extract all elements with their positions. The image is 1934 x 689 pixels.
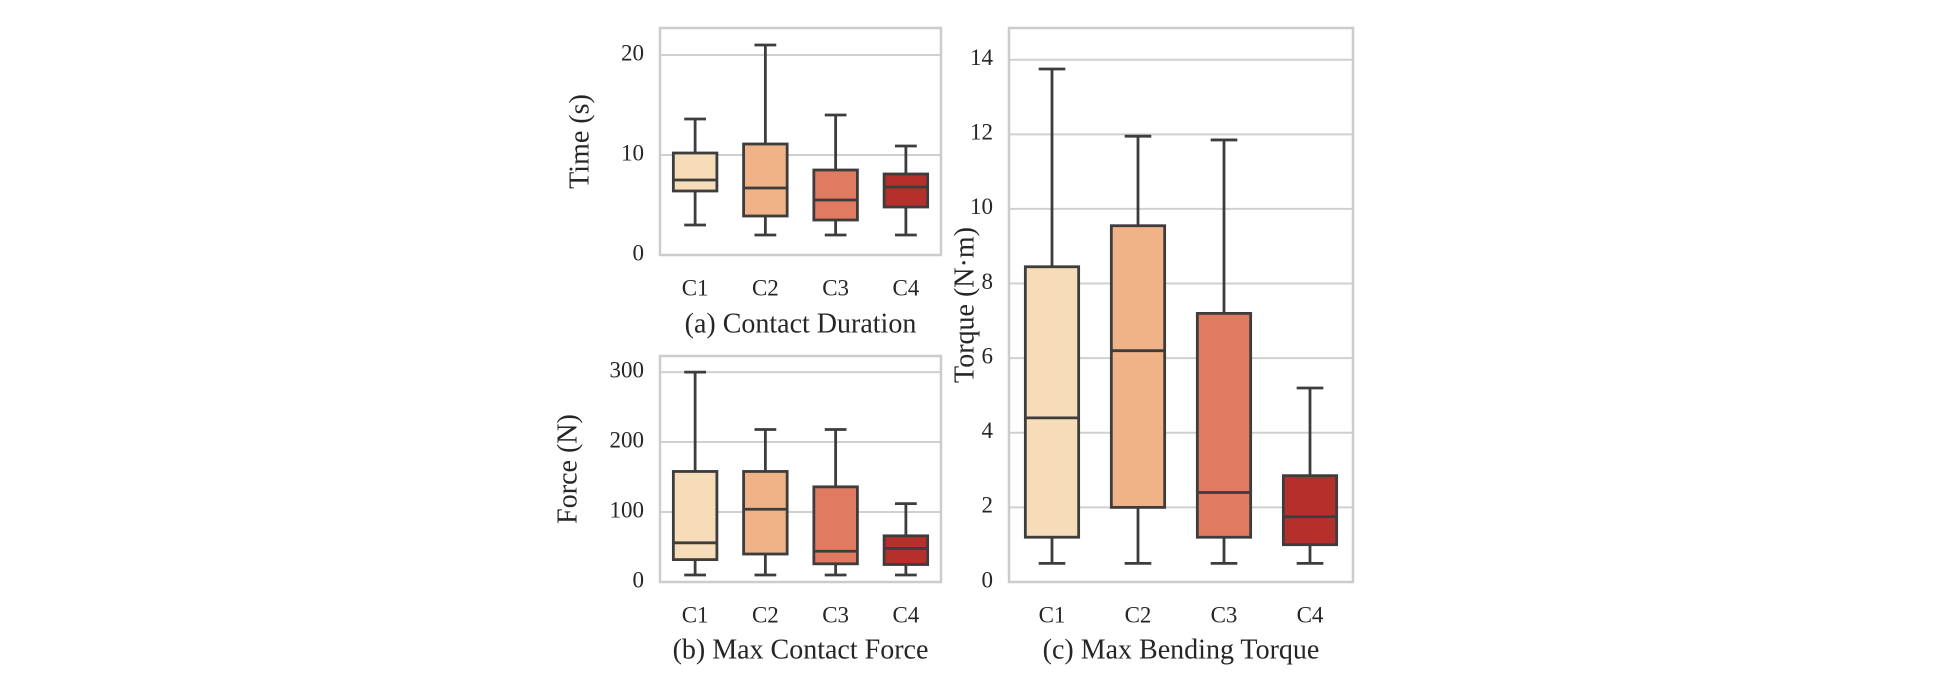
y-tick-label: 200 [610,427,645,452]
x-tick-label: C4 [892,602,919,627]
y-tick-label: 4 [982,418,994,443]
plot-frame [658,354,943,584]
box [671,470,719,562]
x-tick-label: C4 [892,275,919,300]
y-tick-label: 10 [621,140,644,165]
y-axis-title: Time (s) [564,94,595,189]
y-tick-label: 10 [970,194,993,219]
plot-frame [658,26,943,257]
y-tick-label: 0 [633,567,645,592]
y-axis-title: Torque (N·m) [949,227,980,383]
box [882,172,930,209]
x-tick-label: C3 [822,602,849,627]
box [742,470,789,556]
y-tick-label: 14 [970,45,994,70]
box [1023,265,1081,539]
x-tick-label: C1 [682,602,709,627]
x-tick-label: C1 [1039,602,1066,627]
box [882,534,930,566]
x-tick-label: C2 [752,602,779,627]
y-axis-title: Force (N) [552,414,583,524]
x-tick-label: C2 [752,275,779,300]
x-tick-label: C1 [682,275,709,300]
chart-title: (b) Max Contact Force [673,634,929,665]
chart-title: (a) Contact Duration [685,308,917,339]
y-tick-label: 8 [982,269,994,294]
y-tick-label: 2 [982,493,994,518]
x-tick-label: C3 [1211,602,1238,627]
box [1281,474,1339,547]
box [1195,311,1253,539]
chart-title: (c) Max Bending Torque [1043,634,1320,665]
plot-frame [1007,26,1355,584]
y-tick-label: 6 [982,343,994,368]
x-tick-label: C4 [1297,602,1324,627]
box [812,168,859,222]
y-tick-label: 300 [610,357,645,382]
box [671,151,719,193]
y-tick-label: 100 [610,497,645,522]
y-tick-label: 0 [982,567,994,592]
box [742,142,789,218]
y-tick-label: 12 [970,120,993,145]
x-tick-label: C2 [1125,602,1152,627]
y-tick-label: 0 [633,240,645,265]
y-tick-label: 20 [621,40,644,65]
box [1109,224,1167,509]
x-tick-label: C3 [822,275,849,300]
